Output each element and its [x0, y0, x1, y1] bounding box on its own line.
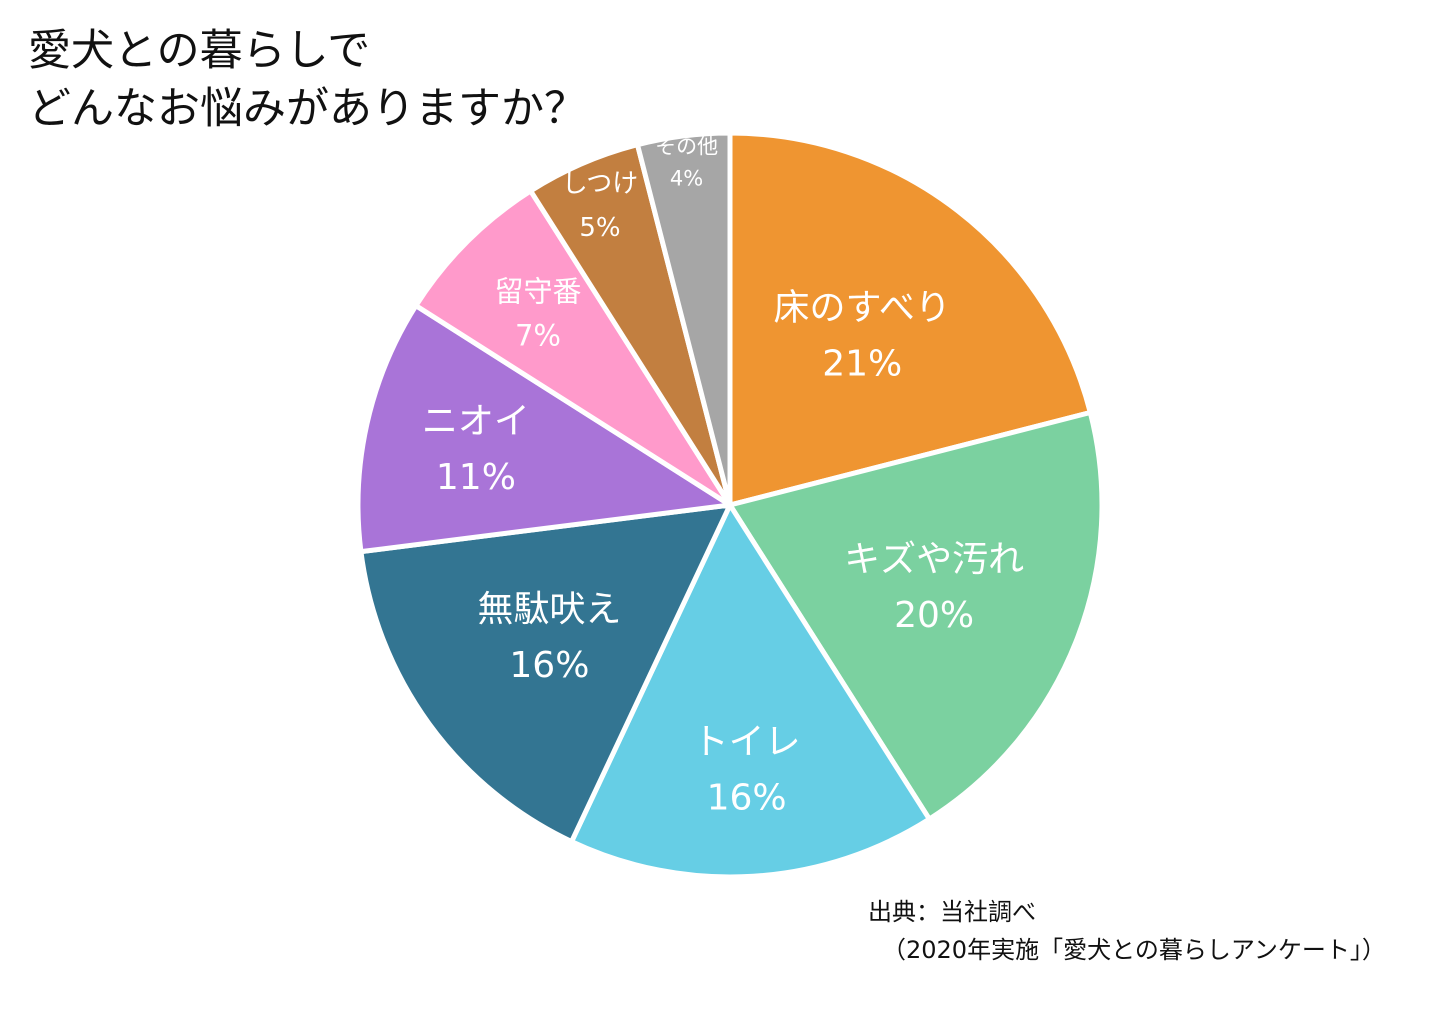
slice-label-8: その他	[655, 134, 718, 158]
slice-label-5: ニオイ	[422, 401, 530, 442]
slice-value-3: 16%	[707, 778, 787, 819]
pie-slices	[355, 130, 1105, 880]
slice-value-7: 5%	[579, 213, 620, 243]
slice-value-6: 7%	[515, 318, 561, 352]
slice-label-4: 無駄吠え	[477, 589, 621, 630]
slice-value-1: 21%	[822, 344, 902, 385]
slice-label-2: キズや汚れ	[844, 539, 1024, 580]
pie-slice-5	[355, 303, 733, 555]
source-note: 出典：当社調べ （2020年実施「愛犬との暮らしアンケート」）	[868, 893, 1386, 969]
source-line1: 出典：当社調べ	[868, 898, 1036, 926]
pie-slice-3	[569, 502, 932, 880]
pie-slice-2	[727, 409, 1105, 822]
slice-value-4: 16%	[509, 645, 589, 686]
chart-title: 愛犬との暮らしで どんなお悩みがありますか？	[28, 22, 587, 138]
source-line2: （2020年実施「愛犬との暮らしアンケート」）	[882, 936, 1386, 964]
chart-title-line2: どんなお悩みがありますか？	[28, 84, 587, 134]
pie-slice-4	[358, 502, 733, 845]
pie-slice-1	[727, 130, 1093, 508]
slice-label-7: しつけ	[562, 169, 638, 199]
slice-value-2: 20%	[894, 595, 974, 636]
slice-value-5: 11%	[436, 457, 516, 498]
pie-slice-8	[634, 130, 733, 508]
slice-label-1: 床のすべり	[773, 288, 950, 329]
pie-slice-6	[413, 188, 733, 508]
slice-value-8: 4%	[670, 166, 703, 190]
chart-title-line1: 愛犬との暮らしで	[28, 26, 371, 76]
slice-label-6: 留守番	[494, 274, 581, 308]
slice-label-3: トイレ	[693, 722, 801, 763]
pie-labels: 床のすべり 21% キズや汚れ 20% トイレ 16% 無駄吠え 16% ニオイ 11% 留守番 7%…	[422, 134, 1024, 818]
